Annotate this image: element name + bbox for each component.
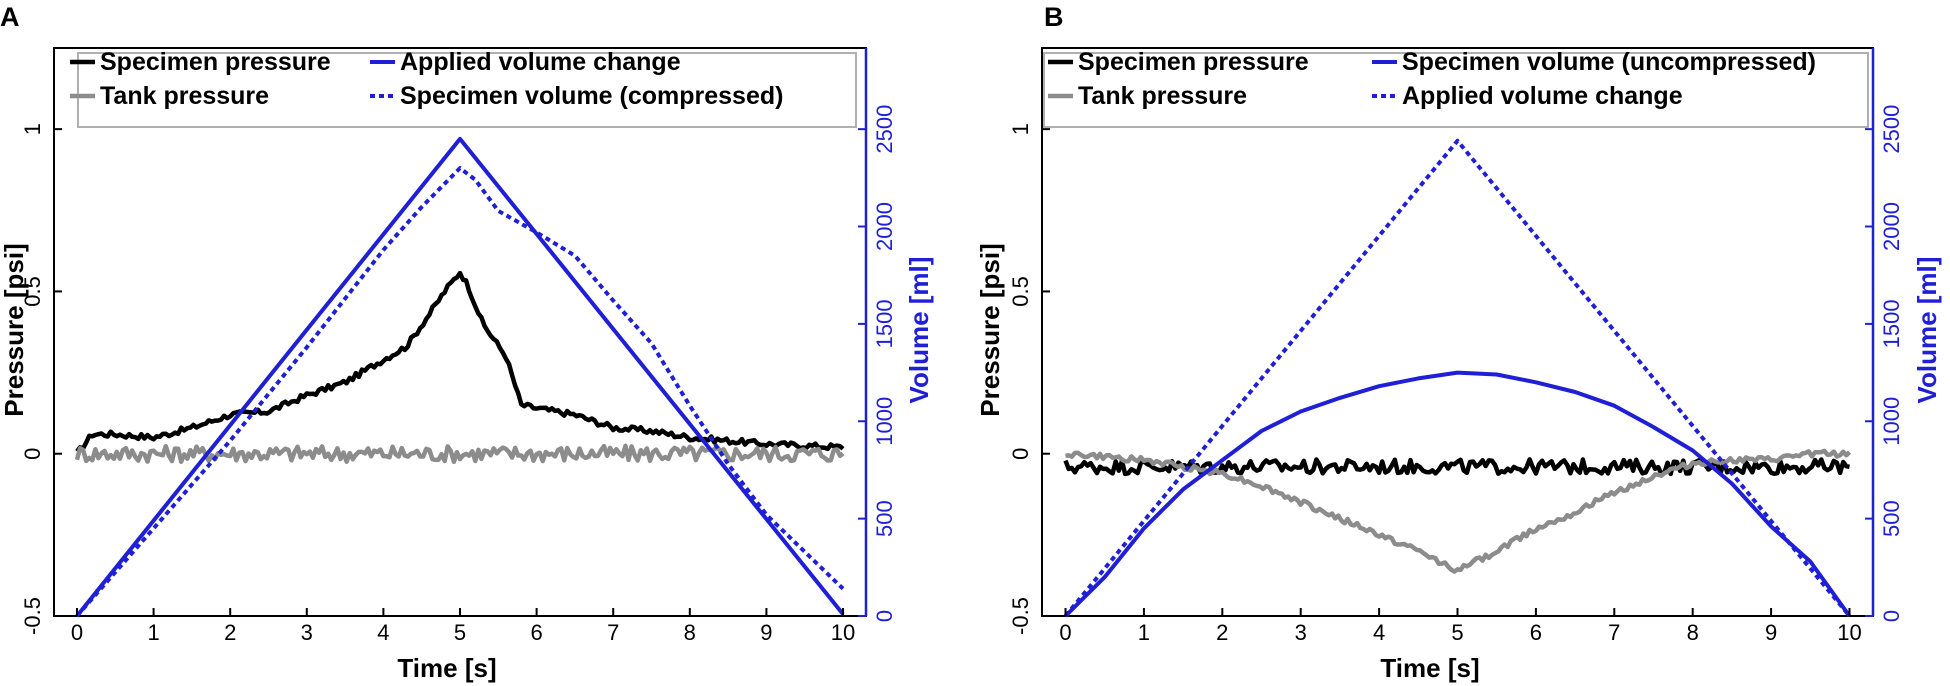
panel-b-series: [1063, 138, 1852, 618]
x-tick-label: 7: [1608, 620, 1620, 645]
panel-a-y-axis-label: Pressure [psi]: [0, 243, 29, 416]
legend-entry-label: Applied volume change: [1402, 82, 1683, 110]
legend-entry-label: Applied volume change: [400, 48, 681, 76]
series-specimen-pressure: [75, 270, 845, 453]
series-tank-pressure: [1065, 448, 1852, 574]
y-tick-label: -0.5: [1008, 597, 1033, 635]
panel-a-axes: 0 1 2 3 4 5 6 7 8 9 10-0.500.510500100015002000250…: [20, 48, 897, 645]
x-tick-label: 0: [1059, 620, 1071, 645]
y2-tick-label: 2500: [872, 105, 897, 154]
panel-a-plot-area: [53, 47, 867, 617]
x-tick-label: 1: [147, 620, 159, 645]
panel-b-y-axis-label: Pressure [psi]: [975, 243, 1005, 416]
x-tick-label: 2: [224, 620, 236, 645]
panel-a: A 0 1 2 3 4 5 6 7 8 9 10-0.500.5105001000150020002…: [0, 2, 934, 683]
x-tick-label: 3: [1295, 620, 1307, 645]
y-tick-label: 0: [1008, 448, 1033, 460]
x-tick-label: 0: [71, 620, 83, 645]
x-tick-label: 1: [1138, 620, 1150, 645]
panel-b-legend-box: [1043, 52, 1869, 128]
panel-a-series: [74, 136, 845, 618]
x-tick-label: 4: [1373, 620, 1385, 645]
y-tick-label: -0.5: [20, 597, 45, 635]
x-tick-label: 6: [530, 620, 542, 645]
x-tick-label: 7: [607, 620, 619, 645]
x-tick-label: 8: [684, 620, 696, 645]
series-specimen-volume-compressed: [75, 166, 845, 618]
x-tick-label: 4: [377, 620, 389, 645]
y-tick-label: 0.5: [1008, 276, 1033, 307]
legend-entry-label: Specimen volume (compressed): [400, 82, 783, 110]
y2-tick-label: 1000: [872, 397, 897, 446]
x-tick-label: 2: [1216, 620, 1228, 645]
x-tick-label: 8: [1687, 620, 1699, 645]
y2-tick-label: 500: [872, 500, 897, 537]
y2-tick-label: 1500: [872, 299, 897, 348]
panel-a-legend-box: [77, 52, 857, 128]
panel-b-x-axis-label: Time [s]: [1380, 653, 1479, 683]
x-tick-label: 5: [1451, 620, 1463, 645]
panel-b-plot-area: [1041, 47, 1874, 617]
panel-b-axes: 0 1 2 3 4 5 6 7 8 9 10-0.500.510500100015002000250…: [1008, 48, 1904, 645]
series-applied-volume-change: [75, 136, 845, 618]
panel-a-legend: Specimen pressure Applied volume change Ta…: [70, 48, 783, 110]
panel-a-x-axis-label: Time [s]: [397, 653, 496, 683]
y-tick-label: 0.5: [20, 276, 45, 307]
series-tank-pressure: [74, 443, 845, 465]
x-tick-label: 10: [831, 620, 855, 645]
y2-tick-label: 2000: [1879, 202, 1904, 251]
y-tick-label: 1: [20, 123, 45, 135]
y-tick-label: 0: [20, 448, 45, 460]
legend-entry-label: Specimen pressure: [100, 48, 331, 76]
x-tick-label: 10: [1837, 620, 1861, 645]
panel-a-label: A: [0, 2, 20, 32]
legend-entry-label: Tank pressure: [100, 82, 269, 110]
legend-entry-label: Tank pressure: [1078, 82, 1247, 110]
panel-b-y2-axis-label: Volume [ml]: [1912, 257, 1942, 404]
x-tick-label: 9: [760, 620, 772, 645]
panel-a-y2-axis-label: Volume [ml]: [904, 257, 934, 404]
y-tick-label: 1: [1008, 123, 1033, 135]
x-tick-label: 9: [1765, 620, 1777, 645]
y2-tick-label: 1000: [1879, 397, 1904, 446]
panel-b-label: B: [1044, 2, 1064, 32]
x-tick-label: 3: [301, 620, 313, 645]
y2-tick-label: 1500: [1879, 299, 1904, 348]
panel-b: B 0 1 2 3 4 5 6 7 8 9 10-0.500.5105001000150020002…: [975, 2, 1942, 683]
series-applied-volume-change: [1063, 138, 1852, 618]
y2-tick-label: 2500: [1879, 105, 1904, 154]
legend-entry-label: Specimen pressure: [1078, 48, 1309, 76]
legend-entry-label: Specimen volume (uncompressed): [1402, 48, 1816, 76]
y2-tick-label: 2000: [872, 202, 897, 251]
y2-tick-label: 500: [1879, 500, 1904, 537]
series-specimen-volume-uncompressed: [1064, 370, 1852, 618]
x-tick-label: 6: [1530, 620, 1542, 645]
x-tick-label: 5: [454, 620, 466, 645]
panel-b-legend: Specimen pressure Specimen volume (uncomp…: [1048, 48, 1816, 110]
y2-tick-label: 0: [872, 610, 897, 622]
y2-tick-label: 0: [1879, 610, 1904, 622]
